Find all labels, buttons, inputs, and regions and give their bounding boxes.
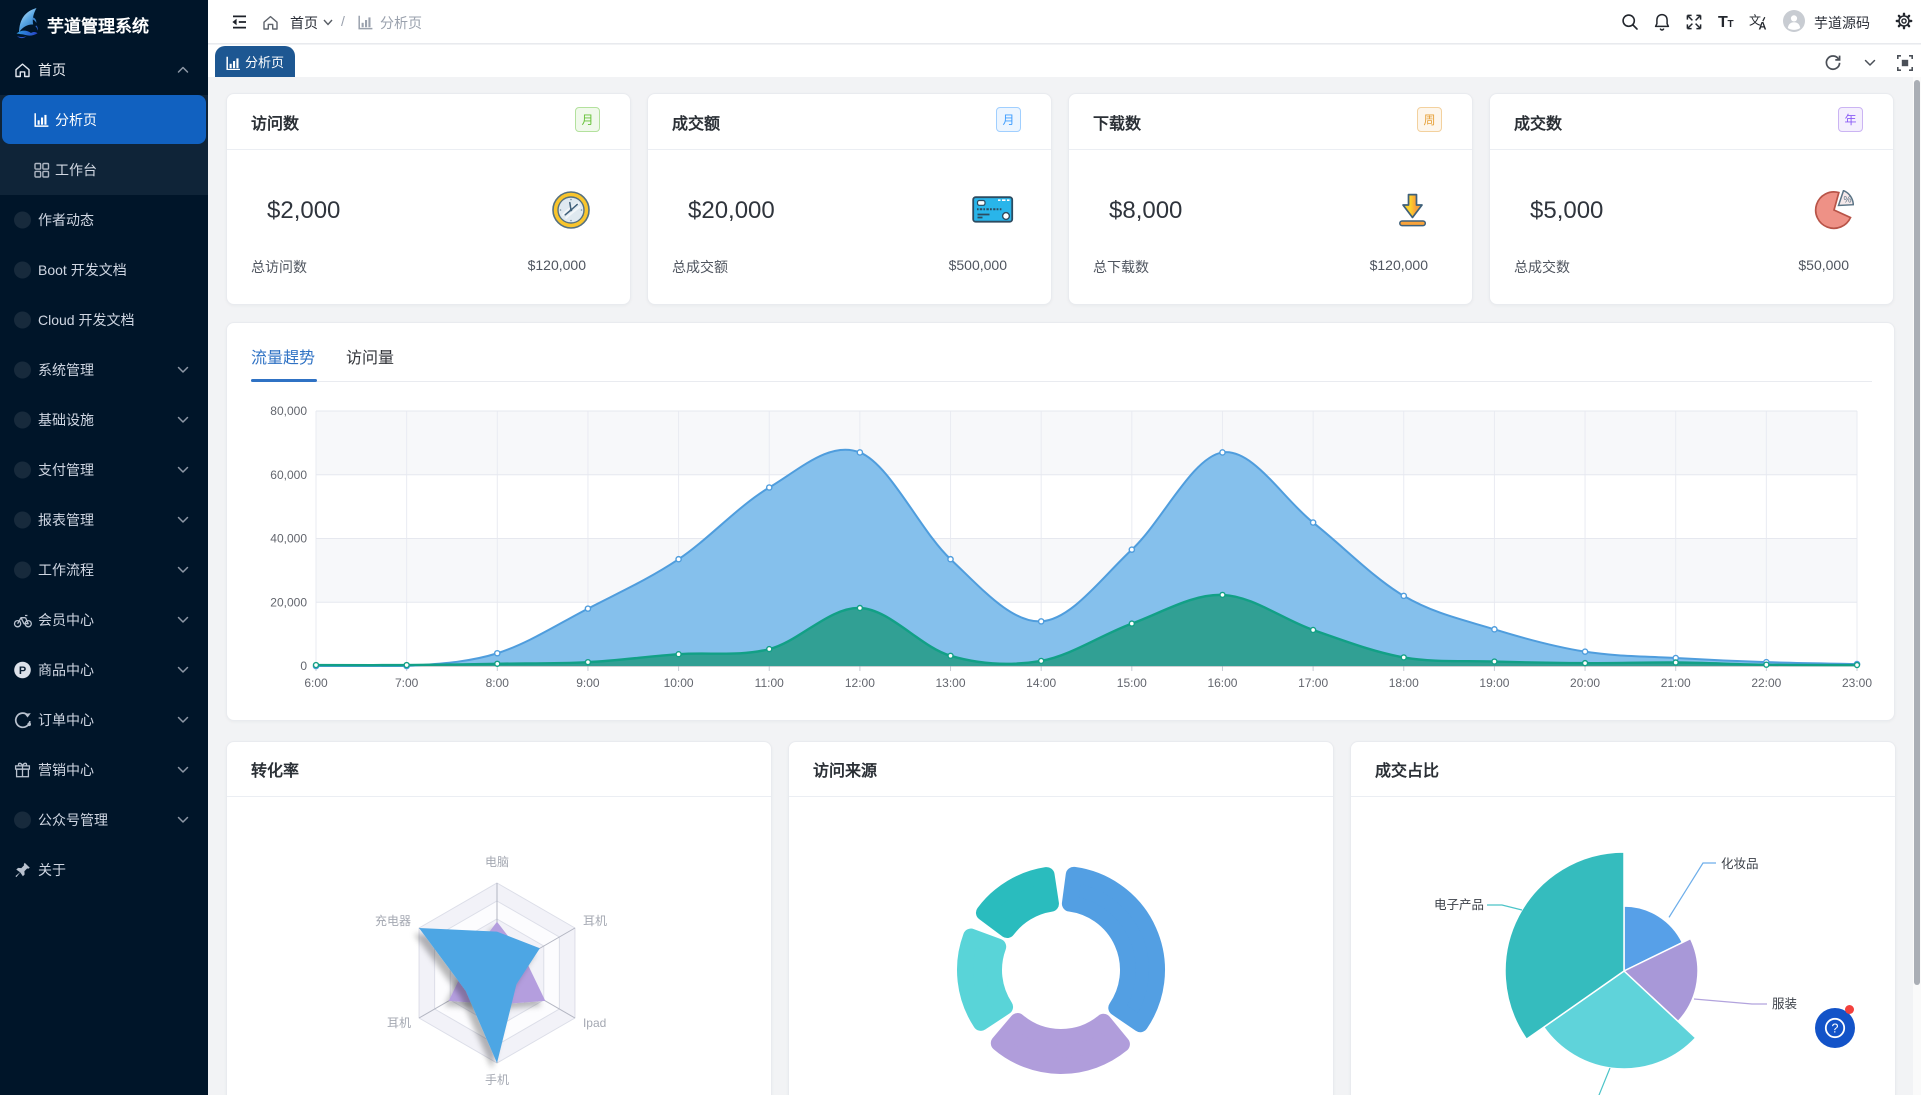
svg-text:18:00: 18:00 — [1389, 676, 1419, 690]
svg-text:14:00: 14:00 — [1026, 676, 1056, 690]
svg-text:10:00: 10:00 — [664, 676, 694, 690]
svg-text:%: % — [1844, 195, 1852, 205]
svg-text:23:00: 23:00 — [1842, 676, 1872, 690]
svg-text:6:00: 6:00 — [304, 676, 328, 690]
svg-text:电脑: 电脑 — [485, 855, 509, 869]
svg-text:服装: 服装 — [1772, 997, 1797, 1011]
svg-text:P: P — [19, 665, 26, 677]
svg-text:8:00: 8:00 — [486, 676, 510, 690]
svg-text:20:00: 20:00 — [1570, 676, 1600, 690]
svg-text:0: 0 — [300, 659, 307, 673]
svg-text:充电器: 充电器 — [375, 913, 411, 928]
svg-text:19:00: 19:00 — [1479, 676, 1509, 690]
svg-text:60,000: 60,000 — [270, 468, 307, 482]
svg-text:22:00: 22:00 — [1751, 676, 1781, 690]
svg-text:16:00: 16:00 — [1207, 676, 1237, 690]
svg-text:12:00: 12:00 — [845, 676, 875, 690]
svg-text:15:00: 15:00 — [1117, 676, 1147, 690]
svg-text:17:00: 17:00 — [1298, 676, 1328, 690]
svg-text:20,000: 20,000 — [270, 595, 307, 609]
svg-text:7:00: 7:00 — [395, 676, 419, 690]
svg-text:Ipad: Ipad — [583, 1016, 606, 1030]
svg-text:?: ? — [1832, 1022, 1839, 1036]
svg-text:文: 文 — [1749, 13, 1761, 28]
svg-text:80,000: 80,000 — [270, 404, 307, 418]
svg-text:40,000: 40,000 — [270, 532, 307, 546]
svg-text:耳机: 耳机 — [583, 914, 607, 928]
svg-text:21:00: 21:00 — [1661, 676, 1691, 690]
svg-text:11:00: 11:00 — [755, 676, 784, 690]
svg-text:电子产品: 电子产品 — [1434, 898, 1484, 912]
svg-text:A: A — [1759, 21, 1767, 33]
svg-text:9:00: 9:00 — [576, 676, 600, 690]
svg-text:T: T — [1728, 19, 1734, 30]
svg-text:T: T — [1718, 14, 1728, 31]
svg-text:化妆品: 化妆品 — [1721, 857, 1759, 871]
svg-text:13:00: 13:00 — [936, 676, 966, 690]
svg-text:手机: 手机 — [485, 1073, 509, 1087]
svg-text:耳机: 耳机 — [387, 1016, 411, 1030]
